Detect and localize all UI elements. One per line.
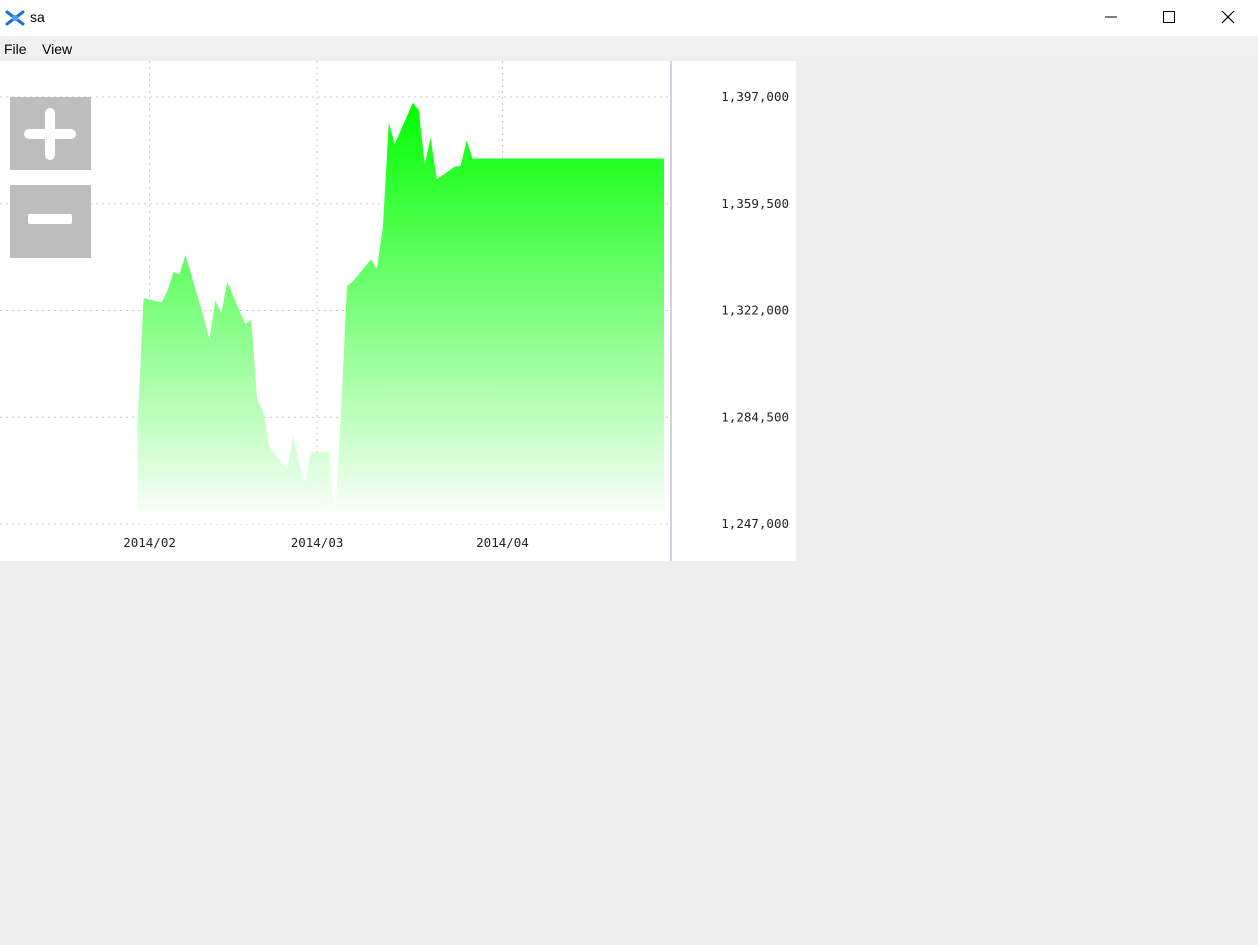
menu-bar: File View — [0, 36, 1258, 61]
window-title: sa — [30, 9, 45, 25]
area-chart[interactable]: 1,397,000 1,359,500 1,322,000 1,284,500 1,24… — [0, 61, 796, 561]
menu-file[interactable]: File — [4, 41, 27, 57]
close-icon — [1221, 11, 1235, 24]
title-bar: sa — [0, 0, 1258, 36]
y-tick-label: 1,247,000 — [721, 516, 789, 531]
y-tick-label: 1,322,000 — [721, 303, 789, 318]
minimize-icon — [1105, 16, 1117, 18]
maximize-button[interactable] — [1140, 0, 1198, 36]
menu-view[interactable]: View — [42, 41, 73, 57]
series-area — [137, 102, 665, 524]
zoom-in-button[interactable] — [10, 97, 91, 170]
x-tick-label: 2014/03 — [291, 535, 344, 550]
chart-panel[interactable]: 1,397,000 1,359,500 1,322,000 1,284,500 1,24… — [0, 61, 796, 561]
plus-icon — [24, 108, 76, 160]
y-tick-label: 1,397,000 — [721, 89, 789, 104]
minus-icon — [28, 214, 72, 224]
x-tick-label: 2014/04 — [476, 535, 529, 550]
x-tick-label: 2014/02 — [123, 535, 176, 550]
y-tick-label: 1,359,500 — [721, 196, 789, 211]
y-tick-label: 1,284,500 — [721, 409, 789, 424]
zoom-out-button[interactable] — [10, 185, 91, 258]
close-button[interactable] — [1199, 0, 1257, 36]
app-logo-icon — [5, 10, 25, 26]
maximize-icon — [1163, 11, 1175, 23]
minimize-button[interactable] — [1082, 0, 1140, 36]
